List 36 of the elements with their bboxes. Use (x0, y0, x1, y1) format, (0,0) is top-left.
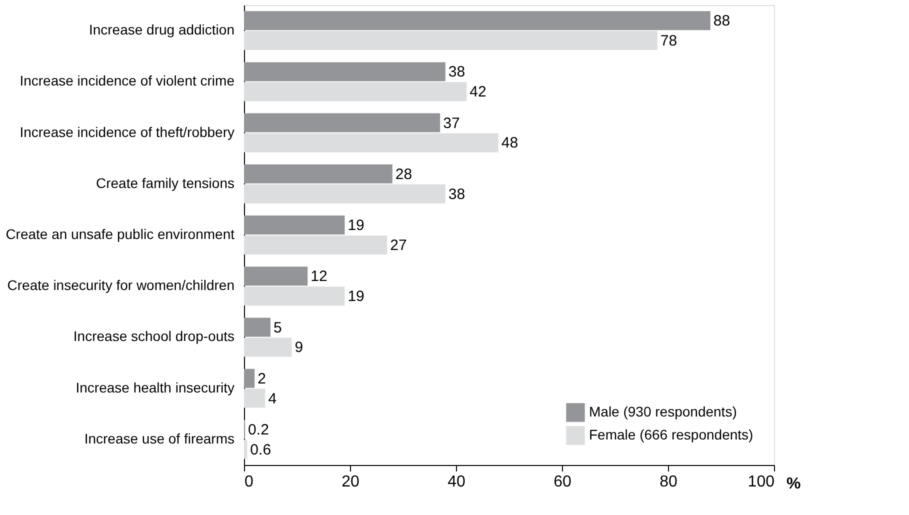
data-label: 0.2 (248, 421, 269, 438)
x-tick-label: 40 (448, 474, 466, 490)
data-label: 0.6 (250, 441, 272, 458)
data-label: 27 (390, 236, 407, 254)
y-tick-label: Increase drug addiction (88, 22, 234, 38)
data-label: 38 (448, 186, 466, 203)
data-label: 88 (713, 12, 730, 30)
data-label: 48 (501, 134, 518, 152)
x-tick-label: 20 (342, 474, 360, 490)
x-tick-label: 80 (660, 474, 678, 490)
x-tick-label: 100 (748, 474, 775, 490)
data-label: 28 (395, 166, 412, 183)
data-label: 2 (258, 370, 266, 388)
legend-label: Female (666 respondents) (589, 426, 754, 442)
legend-label: Male (930 respondents) (589, 404, 737, 420)
data-label: 42 (470, 84, 486, 101)
y-tick-label: Create an unsafe public environment (6, 226, 235, 242)
y-tick-label: Increase use of firearms (84, 430, 234, 446)
data-label: 9 (294, 339, 304, 356)
data-label: 37 (443, 114, 460, 132)
data-label: 19 (348, 217, 364, 234)
data-label: 38 (448, 64, 466, 81)
data-label: 78 (660, 32, 678, 50)
data-label: 4 (268, 390, 277, 408)
y-tick-label: Increase health insecurity (76, 379, 234, 396)
data-label: 5 (274, 319, 282, 336)
data-label: 12 (310, 268, 328, 286)
x-tick-label: 0 (244, 474, 254, 490)
data-label: 19 (348, 288, 364, 306)
x-tick-label: 60 (554, 474, 572, 490)
y-tick-label: Increase incidence of violent crime (20, 72, 235, 89)
y-tick-label: Create family tensions (96, 174, 234, 191)
y-tick-label: Increase school drop-outs (73, 328, 234, 344)
y-tick-label: Create insecurity for women/children (7, 277, 234, 294)
y-tick-label: Increase incidence of theft/robbery (20, 124, 234, 140)
x-axis-title: % (786, 476, 801, 492)
